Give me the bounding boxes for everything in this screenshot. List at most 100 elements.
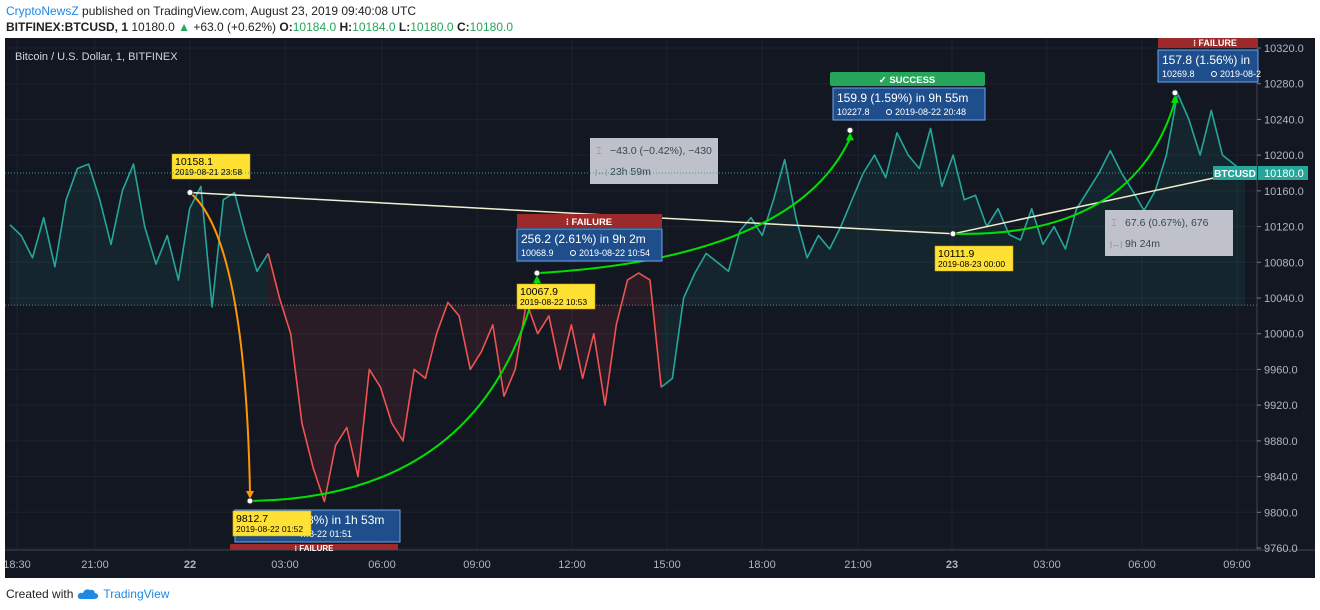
y-tick-label: 10040.0 bbox=[1264, 293, 1304, 305]
info-box-3: 157.8 (1.56%) in 10269.8 2019-08-2 bbox=[1157, 49, 1261, 83]
price-label-value: 10111.9 bbox=[938, 248, 975, 260]
price-label-value: 9812.7 bbox=[236, 513, 268, 525]
y-tick-label: 10280.0 bbox=[1264, 79, 1304, 91]
info-box-time: 2019-08-2 bbox=[1220, 69, 1261, 79]
price-chart[interactable]: 10320.0 10280.0 10240.0 10200.0 10160.0 10120… bbox=[5, 38, 1315, 578]
badge-bg bbox=[517, 214, 662, 228]
anchor-point bbox=[1171, 89, 1179, 97]
x-tick-label: 06:00 bbox=[368, 559, 396, 571]
close-value: 10180.0 bbox=[469, 20, 514, 34]
y-tick-label: 10120.0 bbox=[1264, 222, 1304, 234]
area-fill-green bbox=[10, 164, 269, 307]
success-badge: ✓ SUCCESS bbox=[830, 72, 985, 86]
anchor-point bbox=[533, 269, 541, 277]
x-tick-label: 23 bbox=[946, 559, 958, 571]
publisher-line: CryptoNewsZ published on TradingView.com… bbox=[6, 4, 416, 18]
info-box-title: 256.2 (2.61%) in 9h 2m bbox=[521, 232, 646, 246]
clock-icon bbox=[886, 109, 892, 115]
price-label-time: 2019-08-21 23:58 bbox=[175, 167, 242, 177]
price-axis[interactable]: 10320.0 10280.0 10240.0 10200.0 10160.0 10120… bbox=[1257, 43, 1304, 555]
price-label-box bbox=[232, 510, 312, 537]
price-label-time: 2019-08-22 01:52 bbox=[236, 524, 303, 534]
info-box bbox=[1157, 49, 1259, 83]
clock-icon bbox=[570, 250, 576, 256]
x-tick-label: 15:00 bbox=[653, 559, 681, 571]
y-tick-label: 9840.0 bbox=[1264, 472, 1298, 484]
measure-line-1: −43.0 (−0.42%), −430 bbox=[610, 145, 712, 157]
measure-box-1: ⌶ −43.0 (−0.42%), −430 |↔| 23h 59m bbox=[590, 138, 718, 184]
measure-line-2: 9h 24m bbox=[1125, 238, 1160, 250]
high-label: H: bbox=[339, 20, 353, 34]
chart-title: Bitcoin / U.S. Dollar, 1, BITFINEX bbox=[15, 51, 178, 63]
x-tick-label: 18:00 bbox=[748, 559, 776, 571]
series-line-up bbox=[660, 92, 1246, 388]
failure-badge: ⁝ FAILURE bbox=[230, 544, 398, 553]
y-tick-label: 9960.0 bbox=[1264, 364, 1298, 376]
info-box bbox=[832, 87, 986, 121]
badge-text: ⁝ FAILURE bbox=[566, 217, 612, 228]
series-line-down bbox=[267, 253, 662, 503]
anchor-point bbox=[186, 189, 194, 197]
area-fill-red bbox=[268, 253, 662, 502]
x-tick-label: 06:00 bbox=[1128, 559, 1156, 571]
range-icon: ⌶ bbox=[596, 146, 602, 157]
info-box-time: …8-22 01:51 bbox=[300, 529, 352, 539]
arrowhead-icon bbox=[846, 132, 854, 141]
anchor-point bbox=[949, 230, 957, 238]
measure-box bbox=[1105, 210, 1233, 256]
time-range-icon: |↔| bbox=[1110, 240, 1122, 249]
info-box-title: 157.8 (1.56%) in bbox=[1162, 53, 1250, 67]
info-box-price: 10068.9 bbox=[521, 248, 554, 258]
y-tick-label: 9920.0 bbox=[1264, 400, 1298, 412]
info-box-title: …8%) in 1h 53m bbox=[295, 513, 384, 527]
info-box-2: 159.9 (1.59%) in 9h 55m 10227.8 2019-08-22… bbox=[832, 87, 986, 121]
open-value: 10184.0 bbox=[292, 20, 337, 34]
measure-line-2: 23h 59m bbox=[610, 166, 651, 178]
price-label-value: 10158.1 bbox=[175, 156, 213, 168]
low-label: L: bbox=[398, 20, 411, 34]
symbol-tag-box bbox=[1213, 166, 1257, 180]
price-label-box bbox=[516, 283, 596, 310]
measure-box bbox=[590, 138, 718, 184]
y-tick-label: 9760.0 bbox=[1264, 543, 1298, 555]
y-tick-label: 10200.0 bbox=[1264, 150, 1304, 162]
up-arrow-icon: ▲ bbox=[178, 20, 190, 34]
arrowhead-icon bbox=[246, 490, 254, 499]
x-tick-label: 21:00 bbox=[844, 559, 872, 571]
clock-icon bbox=[1211, 71, 1217, 77]
arrowhead-icon bbox=[1171, 94, 1179, 103]
range-icon: ⌶ bbox=[1111, 218, 1117, 229]
open-label: O: bbox=[279, 20, 293, 34]
failure-badge: ⁝ FAILURE bbox=[517, 214, 662, 228]
last-price-label: 10180.0 bbox=[1264, 168, 1304, 180]
badge-text: ⁝ FAILURE bbox=[295, 544, 335, 553]
author-link[interactable]: CryptoNewsZ bbox=[6, 4, 79, 18]
anchor-point bbox=[846, 126, 854, 134]
forecast-arrow-up bbox=[536, 137, 851, 275]
area-fill-green bbox=[661, 93, 1245, 388]
info-box-price: 10269.8 bbox=[1162, 69, 1195, 79]
symbol-label: BITFINEX:BTCUSD, 1 bbox=[6, 20, 129, 34]
time-axis[interactable]: 18:30 21:00 22 03:00 06:00 09:00 12:00 15:00 18:… bbox=[5, 559, 1251, 571]
anchor-point bbox=[246, 497, 254, 505]
last-price-box bbox=[1258, 166, 1308, 180]
y-tick-label: 10080.0 bbox=[1264, 257, 1304, 269]
y-tick-label: 10240.0 bbox=[1264, 114, 1304, 126]
badge-bg bbox=[230, 544, 398, 550]
forecast-arrow-up bbox=[952, 100, 1176, 235]
price-label-value: 10067.9 bbox=[520, 286, 558, 298]
badge-text: ⁝ FAILURE bbox=[1193, 38, 1237, 48]
forecast-arrow-down bbox=[189, 191, 251, 493]
time-range-icon: |↔| bbox=[595, 168, 607, 177]
price-label-time: 2019-08-23 00:00 bbox=[938, 259, 1005, 269]
created-with-text: Created with bbox=[6, 587, 74, 601]
x-tick-label: 09:00 bbox=[1223, 559, 1251, 571]
tradingview-link[interactable]: TradingView bbox=[103, 587, 170, 601]
x-tick-label: 03:00 bbox=[1033, 559, 1061, 571]
x-tick-label: 21:00 bbox=[81, 559, 109, 571]
x-tick-label: 09:00 bbox=[463, 559, 491, 571]
price-series bbox=[9, 92, 1246, 503]
